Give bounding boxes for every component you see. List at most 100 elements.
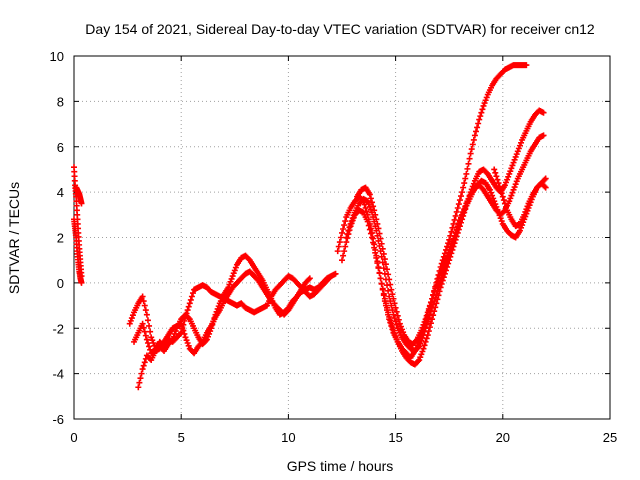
data-point: [390, 311, 397, 318]
data-point: [479, 106, 486, 113]
data-point: [149, 337, 156, 344]
data-point: [516, 142, 523, 149]
data-point: [512, 181, 519, 188]
data-point: [385, 287, 392, 294]
data-point: [448, 228, 455, 235]
data-point: [232, 264, 239, 271]
data-point: [481, 100, 488, 107]
data-point: [377, 235, 384, 242]
data-point: [387, 281, 394, 288]
data-point: [482, 97, 489, 104]
data-point: [362, 205, 369, 212]
data-point: [418, 337, 425, 344]
data-point: [228, 275, 235, 282]
data-point: [178, 320, 185, 327]
data-point: [138, 370, 145, 377]
data-point: [385, 309, 392, 316]
data-point: [476, 116, 483, 123]
data-point: [450, 220, 457, 227]
data-point: [146, 322, 153, 329]
data-point: [367, 230, 374, 237]
data-point: [379, 245, 386, 252]
data-point: [431, 288, 438, 295]
data-point: [454, 205, 461, 212]
data-point: [449, 238, 456, 245]
data-point: [514, 148, 521, 155]
data-point: [148, 334, 155, 341]
x-tick-label: 15: [388, 430, 402, 445]
data-point: [523, 206, 530, 213]
data-point: [341, 248, 348, 255]
data-point: [336, 239, 343, 246]
y-tick-label: -4: [52, 367, 64, 382]
data-point: [441, 258, 448, 265]
data-point: [142, 332, 149, 339]
data-point: [423, 312, 430, 319]
data-point: [451, 216, 458, 223]
data-point: [416, 343, 423, 350]
data-point: [171, 330, 178, 337]
data-point: [497, 215, 504, 222]
data-point: [460, 210, 467, 217]
data-point: [463, 170, 470, 177]
data-point: [494, 176, 501, 183]
data-point: [464, 165, 471, 172]
data-point: [456, 197, 463, 204]
data-point: [507, 168, 514, 175]
y-tick-label: 4: [57, 185, 64, 200]
data-point: [415, 344, 422, 351]
data-point: [78, 279, 85, 286]
data-point: [459, 212, 466, 219]
data-point: [186, 300, 193, 307]
data-point: [452, 212, 459, 219]
data-points: [71, 62, 549, 391]
data-point: [490, 195, 497, 202]
data-point: [489, 192, 496, 199]
data-point: [486, 186, 493, 193]
data-point: [426, 302, 433, 309]
data-point: [465, 160, 472, 167]
data-point: [391, 300, 398, 307]
data-point: [346, 224, 353, 231]
y-tick-label: -6: [52, 412, 64, 427]
data-point: [379, 285, 386, 292]
data-point: [376, 230, 383, 237]
data-point: [347, 220, 354, 227]
data-point: [143, 311, 150, 318]
data-point: [480, 102, 487, 109]
data-point: [387, 317, 394, 324]
data-point: [455, 221, 462, 228]
data-point: [384, 304, 391, 311]
data-point: [183, 337, 190, 344]
data-point: [462, 175, 469, 182]
data-point: [501, 200, 508, 207]
y-tick-label: 10: [50, 49, 64, 64]
data-point: [390, 327, 397, 334]
data-point: [471, 132, 478, 139]
data-point: [499, 193, 506, 200]
data-point: [136, 379, 143, 386]
data-point: [376, 270, 383, 277]
data-point: [393, 308, 400, 315]
data-point: [334, 248, 341, 255]
data-point: [340, 225, 347, 232]
data-point: [518, 139, 525, 146]
data-point: [494, 206, 501, 213]
data-point: [135, 384, 142, 391]
data-point: [498, 218, 505, 225]
data-point: [500, 197, 507, 204]
data-point: [339, 229, 345, 236]
data-point: [468, 146, 475, 153]
data-point: [540, 132, 547, 139]
data-point: [521, 211, 528, 218]
data-point: [387, 298, 394, 305]
data-point: [140, 298, 147, 305]
data-point: [457, 193, 464, 200]
data-point: [510, 186, 517, 193]
data-point: [418, 351, 425, 358]
data-point: [510, 159, 517, 166]
data-point: [448, 241, 455, 248]
series-arc-early-3: [73, 184, 85, 207]
data-point: [142, 307, 149, 314]
data-point: [506, 170, 513, 177]
